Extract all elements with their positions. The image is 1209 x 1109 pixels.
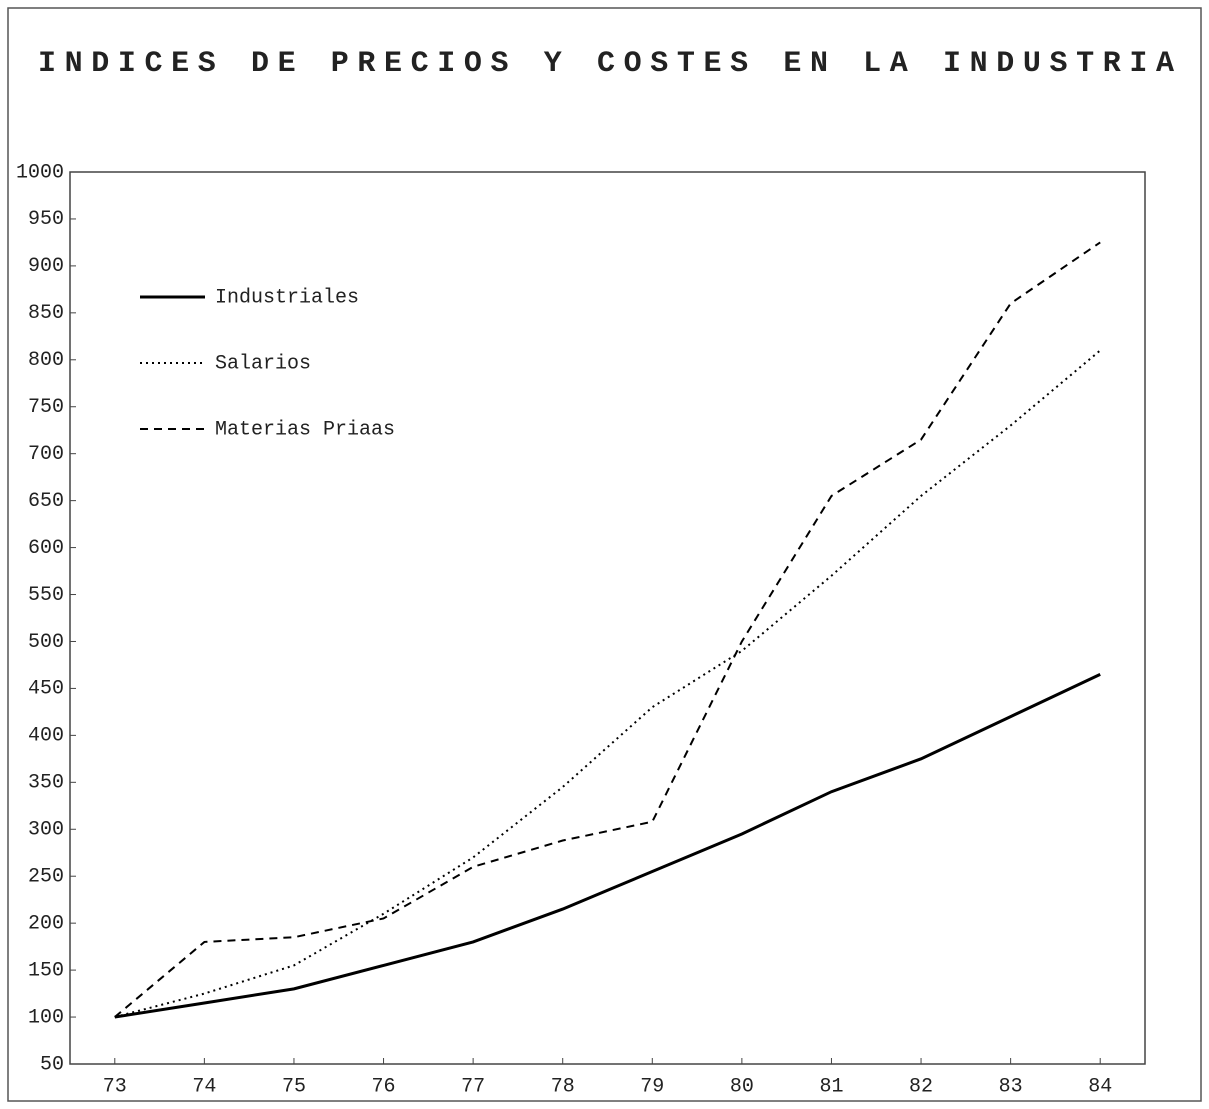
y-tick-label: 700 bbox=[28, 443, 64, 466]
y-tick-label: 650 bbox=[28, 490, 64, 513]
legend-label: Industriales bbox=[215, 286, 359, 309]
x-tick-label: 75 bbox=[282, 1075, 306, 1098]
x-tick-label: 78 bbox=[551, 1075, 575, 1098]
y-tick-label: 400 bbox=[28, 725, 64, 748]
y-tick-label: 1000 bbox=[16, 161, 64, 184]
y-tick-label: 300 bbox=[28, 819, 64, 842]
y-tick-label: 850 bbox=[28, 302, 64, 325]
x-tick-label: 81 bbox=[819, 1075, 843, 1098]
y-tick-label: 250 bbox=[28, 865, 64, 888]
y-tick-label: 800 bbox=[28, 349, 64, 372]
y-tick-label: 100 bbox=[28, 1006, 64, 1029]
frame bbox=[7, 7, 1202, 1102]
y-tick-label: 750 bbox=[28, 396, 64, 419]
plot-area bbox=[69, 171, 1146, 1065]
y-tick-label: 200 bbox=[28, 912, 64, 935]
x-tick-label: 76 bbox=[372, 1075, 396, 1098]
y-tick-label: 550 bbox=[28, 584, 64, 607]
chart-title: INDICES DE PRECIOS Y COSTES EN LA INDUST… bbox=[38, 47, 1178, 81]
legend-label: Materias Priaas bbox=[215, 418, 395, 441]
y-tick-label: 150 bbox=[28, 959, 64, 982]
y-tick-label: 450 bbox=[28, 678, 64, 701]
x-tick-label: 74 bbox=[192, 1075, 216, 1098]
x-tick-label: 77 bbox=[461, 1075, 485, 1098]
series-line bbox=[114, 672, 1101, 1019]
y-tick-label: 50 bbox=[40, 1053, 64, 1076]
y-tick-label: 350 bbox=[28, 772, 64, 795]
x-tick-label: 80 bbox=[730, 1075, 754, 1098]
legend-label: Salarios bbox=[215, 352, 311, 375]
x-tick-label: 79 bbox=[640, 1075, 664, 1098]
y-tick-label: 500 bbox=[28, 631, 64, 654]
x-tick-label: 73 bbox=[103, 1075, 127, 1098]
x-tick-label: 84 bbox=[1088, 1075, 1112, 1098]
x-tick-label: 83 bbox=[999, 1075, 1023, 1098]
y-tick-label: 600 bbox=[28, 537, 64, 560]
y-tick-label: 950 bbox=[28, 208, 64, 231]
x-tick-label: 82 bbox=[909, 1075, 933, 1098]
y-tick-label: 900 bbox=[28, 255, 64, 278]
series-line bbox=[114, 349, 1101, 1019]
